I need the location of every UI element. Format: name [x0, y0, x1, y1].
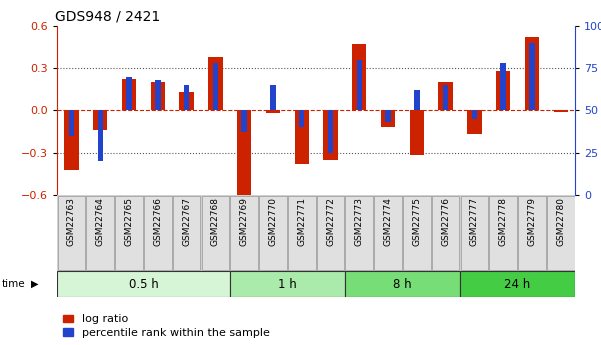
Bar — [414, 90, 419, 110]
Bar — [213, 63, 218, 110]
Bar — [439, 82, 453, 110]
Text: GSM22764: GSM22764 — [96, 197, 105, 246]
Text: GSM22763: GSM22763 — [67, 197, 76, 246]
Text: GDS948 / 2421: GDS948 / 2421 — [55, 9, 160, 23]
FancyBboxPatch shape — [547, 196, 575, 270]
Text: GSM22774: GSM22774 — [383, 197, 392, 246]
Bar — [270, 85, 276, 110]
Bar — [328, 110, 333, 152]
Bar — [242, 110, 247, 132]
Bar — [184, 85, 189, 110]
Bar — [208, 57, 222, 110]
Bar — [381, 110, 395, 127]
Text: GSM22767: GSM22767 — [182, 197, 191, 246]
Bar — [323, 110, 338, 160]
FancyBboxPatch shape — [317, 196, 344, 270]
Text: GSM22768: GSM22768 — [211, 197, 220, 246]
FancyBboxPatch shape — [460, 271, 575, 297]
Bar — [525, 37, 539, 110]
Text: time: time — [2, 279, 25, 289]
FancyBboxPatch shape — [259, 196, 287, 270]
Text: 24 h: 24 h — [504, 278, 531, 290]
Bar — [496, 71, 510, 110]
Text: GSM22772: GSM22772 — [326, 197, 335, 246]
Text: GSM22773: GSM22773 — [355, 197, 364, 246]
FancyBboxPatch shape — [57, 271, 230, 297]
Bar — [501, 63, 506, 110]
FancyBboxPatch shape — [432, 196, 459, 270]
FancyBboxPatch shape — [345, 271, 460, 297]
Bar — [529, 43, 535, 110]
Bar — [237, 110, 251, 198]
Text: GSM22779: GSM22779 — [528, 197, 537, 246]
Text: GSM22770: GSM22770 — [269, 197, 278, 246]
Bar — [122, 79, 136, 110]
Bar — [126, 77, 132, 110]
Bar — [554, 110, 568, 112]
FancyBboxPatch shape — [489, 196, 517, 270]
Text: GSM22778: GSM22778 — [499, 197, 508, 246]
FancyBboxPatch shape — [346, 196, 373, 270]
Bar — [93, 110, 108, 130]
Text: GSM22766: GSM22766 — [153, 197, 162, 246]
FancyBboxPatch shape — [173, 196, 200, 270]
Bar — [97, 110, 103, 161]
Bar — [472, 110, 477, 119]
Bar — [69, 110, 74, 136]
FancyBboxPatch shape — [374, 196, 402, 270]
Bar — [443, 85, 448, 110]
Bar — [385, 110, 391, 122]
FancyBboxPatch shape — [201, 196, 229, 270]
Text: GSM22771: GSM22771 — [297, 197, 307, 246]
Text: 1 h: 1 h — [278, 278, 297, 290]
Bar — [64, 110, 79, 170]
Bar — [467, 110, 481, 134]
FancyBboxPatch shape — [403, 196, 431, 270]
Bar — [356, 60, 362, 110]
Legend: log ratio, percentile rank within the sample: log ratio, percentile rank within the sa… — [63, 314, 269, 338]
Bar — [266, 110, 280, 113]
Text: GSM22769: GSM22769 — [240, 197, 249, 246]
Bar — [410, 110, 424, 156]
FancyBboxPatch shape — [230, 271, 345, 297]
Bar — [294, 110, 309, 164]
FancyBboxPatch shape — [87, 196, 114, 270]
FancyBboxPatch shape — [230, 196, 258, 270]
Text: GSM22765: GSM22765 — [124, 197, 133, 246]
Text: GSM22775: GSM22775 — [412, 197, 421, 246]
FancyBboxPatch shape — [460, 196, 488, 270]
Bar — [299, 110, 305, 127]
Text: GSM22777: GSM22777 — [470, 197, 479, 246]
FancyBboxPatch shape — [58, 196, 85, 270]
Text: GSM22780: GSM22780 — [557, 197, 566, 246]
FancyBboxPatch shape — [518, 196, 546, 270]
Bar — [151, 82, 165, 110]
Bar — [155, 80, 160, 110]
Text: ▶: ▶ — [31, 279, 38, 289]
FancyBboxPatch shape — [115, 196, 143, 270]
Text: 8 h: 8 h — [393, 278, 412, 290]
FancyBboxPatch shape — [144, 196, 172, 270]
Bar — [352, 44, 367, 110]
FancyBboxPatch shape — [288, 196, 316, 270]
Text: 0.5 h: 0.5 h — [129, 278, 158, 290]
Bar — [180, 92, 194, 110]
Text: GSM22776: GSM22776 — [441, 197, 450, 246]
